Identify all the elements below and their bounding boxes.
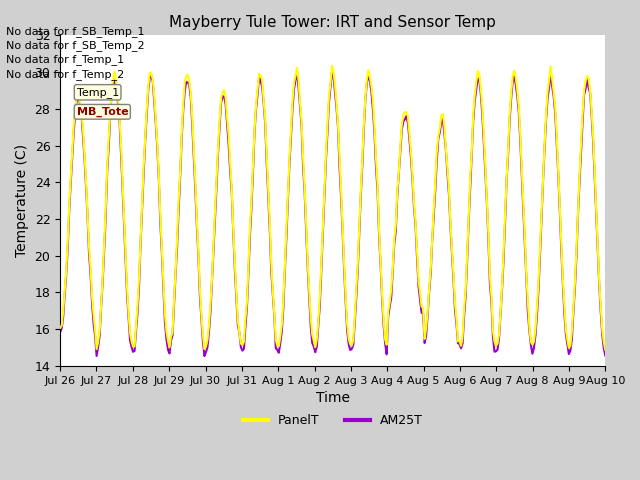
Text: No data for f_SB_Temp_2: No data for f_SB_Temp_2 [6, 40, 145, 51]
Y-axis label: Temperature (C): Temperature (C) [15, 144, 29, 257]
Text: Temp_1: Temp_1 [77, 87, 119, 98]
Text: MB_Tote: MB_Tote [77, 107, 128, 117]
Text: No data for f_SB_Temp_1: No data for f_SB_Temp_1 [6, 25, 145, 36]
Text: No data for f_Temp_2: No data for f_Temp_2 [6, 69, 125, 80]
Legend: PanelT, AM25T: PanelT, AM25T [238, 409, 428, 432]
X-axis label: Time: Time [316, 391, 349, 405]
Text: No data for f_Temp_1: No data for f_Temp_1 [6, 54, 125, 65]
Title: Mayberry Tule Tower: IRT and Sensor Temp: Mayberry Tule Tower: IRT and Sensor Temp [170, 15, 496, 30]
